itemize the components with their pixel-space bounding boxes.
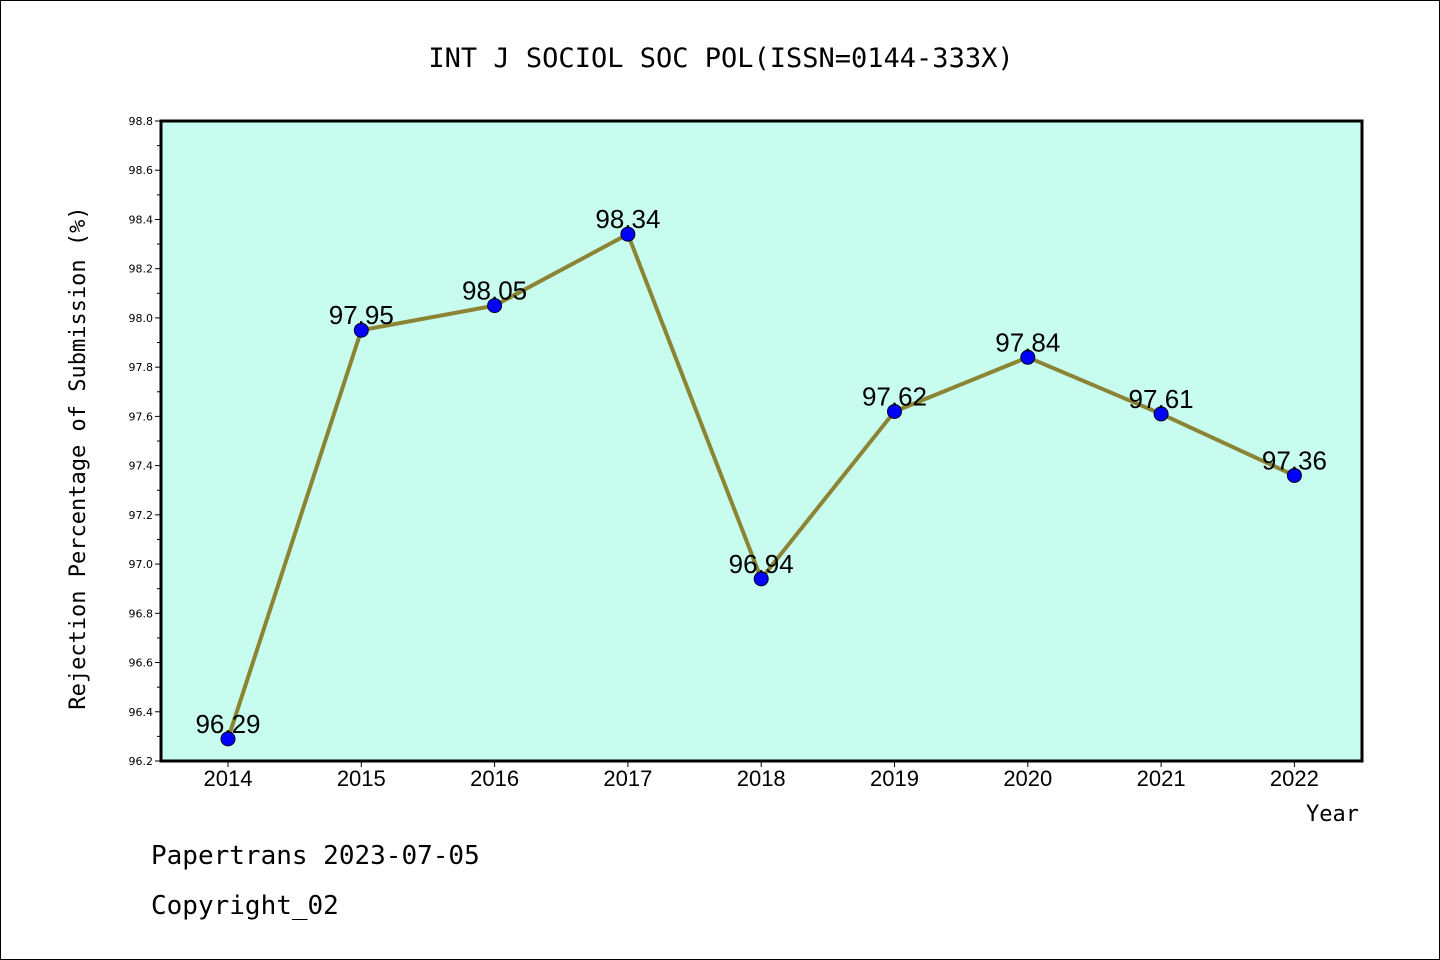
y-tick-label: 96.8 xyxy=(129,607,154,620)
data-point xyxy=(487,298,503,314)
data-point xyxy=(753,571,769,587)
data-point xyxy=(887,403,902,419)
x-tick-label: 2022 xyxy=(1270,766,1319,791)
x-tick-label: 2017 xyxy=(603,766,652,791)
x-tick-label: 2021 xyxy=(1137,766,1186,791)
series-layer xyxy=(220,226,1302,747)
footer-date: Papertrans 2023-07-05 xyxy=(151,841,480,871)
data-label: 98.34 xyxy=(595,204,660,234)
y-tick-label: 98.2 xyxy=(129,263,154,276)
y-tick-label: 98.6 xyxy=(129,164,154,177)
y-tick-label: 97.0 xyxy=(129,558,154,571)
data-label: 97.84 xyxy=(995,327,1060,357)
data-label: 97.61 xyxy=(1129,384,1194,414)
data-label: 97.95 xyxy=(329,300,394,330)
x-tick-label: 2014 xyxy=(204,766,253,791)
y-tick-label: 98.4 xyxy=(129,213,154,226)
y-tick-label: 98.0 xyxy=(129,312,154,325)
y-tick-label: 96.4 xyxy=(129,706,154,719)
y-tick-label: 97.8 xyxy=(129,361,154,374)
data-label: 97.62 xyxy=(862,381,927,411)
x-axis-label: Year xyxy=(1306,802,1359,827)
y-axis-label: Rejection Percentage of Submission (%) xyxy=(66,206,91,709)
data-label-layer: 96.29 97.95 98.05 98.34 96.94 97.62 97.84 97.61… xyxy=(195,204,1326,739)
x-tick-label: 2015 xyxy=(337,766,386,791)
y-axis: 96.2 96.4 96.6 96.8 97.0 97.2 97.4 97.6 97.8 98.0… xyxy=(129,115,161,768)
y-tick-label: 98.8 xyxy=(129,115,154,128)
plot-area xyxy=(159,119,1364,763)
y-tick-label: 97.2 xyxy=(129,509,154,522)
y-tick-label: 96.2 xyxy=(129,755,154,768)
y-tick-label: 96.6 xyxy=(129,657,154,670)
x-tick-label: 2018 xyxy=(737,766,786,791)
data-label: 98.05 xyxy=(462,276,527,306)
chart-title: INT J SOCIOL SOC POL(ISSN=0144-333X) xyxy=(428,43,1013,74)
data-label: 97.36 xyxy=(1262,445,1327,475)
data-label: 96.29 xyxy=(195,709,260,739)
data-point xyxy=(620,226,636,242)
x-axis: 2014 2015 2016 2017 2018 2019 2020 2021 2022 xyxy=(204,761,1319,791)
footer-copyright: Copyright_02 xyxy=(151,891,339,921)
data-point xyxy=(1020,349,1036,365)
data-point xyxy=(1153,406,1169,422)
y-tick-label: 97.4 xyxy=(129,460,154,473)
x-tick-label: 2020 xyxy=(1003,766,1052,791)
data-label: 96.94 xyxy=(729,549,794,579)
x-tick-label: 2019 xyxy=(870,766,919,791)
data-point xyxy=(220,731,236,747)
x-tick-label: 2016 xyxy=(470,766,519,791)
data-point xyxy=(353,322,369,338)
y-tick-label: 97.6 xyxy=(129,410,154,423)
data-point xyxy=(1286,467,1302,483)
